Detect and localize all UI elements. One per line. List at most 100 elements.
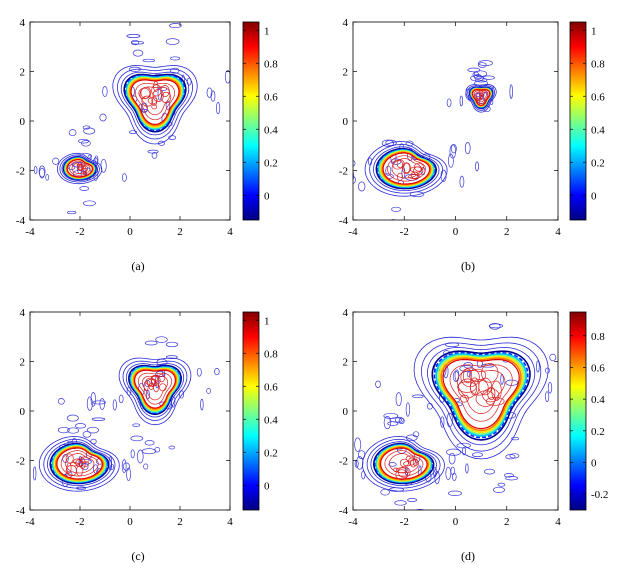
sidelobe-contour bbox=[464, 304, 473, 307]
y-tick-label: 2 bbox=[20, 67, 26, 79]
sidelobe-contour bbox=[440, 416, 445, 428]
y-tick-label: -2 bbox=[16, 456, 25, 468]
sidelobe-contour bbox=[86, 396, 93, 411]
sidelobe-contour bbox=[33, 166, 38, 174]
sidelobe-contour bbox=[83, 127, 96, 135]
sidelobe-contour bbox=[446, 98, 452, 108]
subplot-d: -4 -2 0 2 4 -4 -2 0 2 4 -0.2 0 0.2 0.4 0.6 0.8 (d) bbox=[339, 290, 609, 563]
inner-contour bbox=[135, 82, 175, 121]
inner-peak-contour bbox=[463, 368, 473, 384]
sidelobe-contour bbox=[466, 371, 472, 378]
sidelobe-contour bbox=[214, 368, 220, 376]
inner-peak-contour bbox=[153, 80, 159, 92]
x-tick-label: -4 bbox=[25, 226, 35, 238]
subplot-a: -4 -2 0 2 4 -4 -2 0 2 4 0 0.2 0.4 0.6 0.8 1 (a) bbox=[16, 17, 278, 273]
y-tick-label: 4 bbox=[20, 307, 26, 319]
level-contour bbox=[128, 77, 182, 128]
inner-peak-contour bbox=[482, 388, 500, 403]
colorbar-tick-label: 0 bbox=[591, 457, 597, 469]
sidelobe-contour bbox=[394, 416, 404, 424]
sidelobe-contour bbox=[484, 468, 495, 475]
colorbar-tick-label: 0 bbox=[591, 190, 597, 202]
sidelobe-contour bbox=[66, 414, 79, 422]
inner-peak-contour bbox=[138, 87, 151, 99]
level-contour bbox=[471, 88, 491, 106]
sidelobe-contour bbox=[155, 336, 168, 343]
sidelobe-contour bbox=[545, 367, 550, 374]
inner-peak-contour bbox=[157, 373, 166, 383]
inner-peak-contour bbox=[79, 456, 90, 464]
inner-contour bbox=[389, 453, 419, 474]
sidelobe-contour bbox=[165, 38, 180, 45]
contour-plot-area bbox=[353, 60, 513, 237]
sidelobe-contour bbox=[82, 200, 96, 207]
sidelobe-contour bbox=[142, 58, 156, 63]
inner-peak-contour bbox=[403, 162, 411, 174]
sidelobe-contour bbox=[383, 416, 392, 430]
sidelobe-contour bbox=[418, 231, 430, 237]
level-contour bbox=[56, 447, 103, 480]
x-tick-label: -4 bbox=[348, 226, 358, 238]
axes-frame bbox=[352, 21, 559, 221]
sidelobe-contour bbox=[130, 449, 135, 459]
sidelobe-contour bbox=[545, 391, 550, 403]
sidelobe-contour bbox=[144, 440, 155, 446]
sidelobe-contour bbox=[448, 452, 456, 465]
sidelobe-contour bbox=[447, 290, 459, 296]
x-tick-label: 0 bbox=[453, 516, 459, 528]
y-tick-label: 0 bbox=[343, 406, 349, 418]
sidelobe-contour bbox=[144, 340, 158, 346]
sidelobe-contour bbox=[464, 296, 475, 301]
sidelobe-contour bbox=[505, 476, 519, 481]
inner-contour bbox=[456, 370, 506, 414]
x-tick-label: 2 bbox=[504, 226, 510, 238]
sidelobe-contour bbox=[387, 421, 399, 426]
axes-frame bbox=[29, 311, 231, 511]
sidelobe-contour bbox=[344, 469, 349, 480]
y-tick-label: -2 bbox=[339, 456, 348, 468]
x-tick-label: 2 bbox=[177, 226, 183, 238]
y-tick-label: -4 bbox=[16, 215, 26, 227]
x-tick-label: -4 bbox=[25, 516, 35, 528]
sidelobe-contour bbox=[78, 138, 90, 144]
sidelobe-contour bbox=[511, 436, 520, 441]
x-tick-label: -2 bbox=[75, 226, 84, 238]
sidelobe-contour bbox=[132, 423, 141, 427]
sidelobe-contour bbox=[381, 139, 395, 147]
inner-contour bbox=[391, 158, 422, 179]
sidelobe-contour bbox=[407, 498, 418, 502]
sidelobe-contour bbox=[395, 392, 402, 407]
sidelobe-contour bbox=[57, 398, 65, 405]
sidelobe-contour bbox=[445, 466, 452, 480]
colorbar-tick-label: 0 bbox=[264, 480, 270, 492]
contour-plot-area bbox=[344, 290, 557, 510]
sidelobe-contour bbox=[477, 62, 487, 68]
sidelobe-contour bbox=[474, 70, 488, 77]
colorbar-tick-label: 0.4 bbox=[591, 394, 605, 406]
sidelobe-contour bbox=[74, 423, 87, 429]
colorbar-tick-label: -0.2 bbox=[591, 489, 608, 501]
y-tick-label: 4 bbox=[343, 17, 349, 29]
outer-contour bbox=[122, 360, 188, 421]
x-tick-label: 2 bbox=[504, 516, 510, 528]
sidelobe-contour bbox=[38, 165, 46, 178]
sidelobe-contour bbox=[448, 153, 454, 168]
inner-contour bbox=[473, 90, 489, 104]
inner-peak-contour bbox=[478, 90, 484, 95]
colorbar-tick-label: 0.8 bbox=[591, 331, 605, 343]
subplot-caption: (a) bbox=[131, 259, 144, 273]
sidelobe-contour bbox=[509, 453, 520, 459]
level-contour bbox=[132, 368, 178, 410]
outer-contour bbox=[43, 438, 116, 489]
sidelobe-contour bbox=[67, 427, 80, 434]
sidelobe-contour bbox=[210, 90, 216, 102]
sidelobe-contour bbox=[170, 56, 181, 61]
x-tick-label: 0 bbox=[127, 226, 133, 238]
outer-contour bbox=[116, 68, 194, 140]
sidelobe-contour bbox=[141, 448, 157, 455]
sidelobe-contour bbox=[130, 40, 145, 45]
x-tick-label: 0 bbox=[127, 516, 133, 528]
sidelobe-contour bbox=[450, 144, 457, 154]
sidelobe-contour bbox=[473, 74, 482, 80]
sidelobe-contour bbox=[196, 367, 202, 377]
